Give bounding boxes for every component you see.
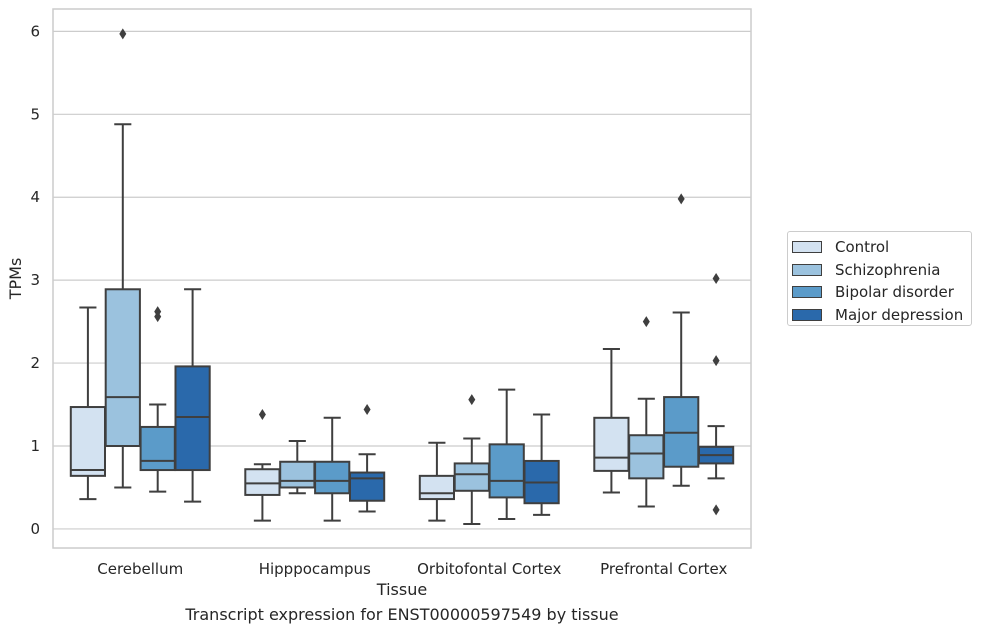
outlier-point — [119, 28, 127, 40]
x-tick-label: Prefrontal Cortex — [600, 560, 727, 578]
y-tick-label: 5 — [30, 105, 40, 123]
x-tick-label: Orbitofontal Cortex — [417, 560, 561, 578]
x-tick-label: Cerebellum — [97, 560, 183, 578]
chart-caption: Transcript expression for ENST0000059754… — [185, 605, 619, 624]
legend-item: Bipolar disorder — [792, 281, 971, 304]
y-tick-label: 3 — [30, 271, 40, 289]
legend-item: Control — [792, 236, 971, 259]
box-schizophrenia — [279, 460, 316, 489]
legend-swatch — [792, 263, 822, 276]
plot-frame — [52, 8, 752, 549]
box-bipolar-disorder — [488, 443, 525, 499]
box-control — [69, 406, 107, 477]
legend-item: Major depression — [792, 304, 971, 327]
x-axis-label: Tissue — [376, 580, 427, 599]
box-control — [593, 416, 630, 472]
legend-swatch — [792, 308, 822, 321]
outlier-point — [258, 408, 266, 420]
legend-label: Control — [835, 238, 890, 257]
box-schizophrenia — [628, 434, 665, 480]
outlier-point — [677, 193, 685, 205]
legend-label: Schizophrenia — [835, 260, 941, 279]
outlier-point — [712, 504, 720, 516]
outlier-point — [712, 273, 720, 284]
legend-item: Schizophrenia — [792, 259, 971, 282]
y-axis-label: TPMs — [6, 258, 25, 301]
box-major-depression — [174, 365, 211, 472]
outlier-point — [468, 394, 476, 406]
box-control — [244, 468, 281, 496]
x-tick-label: Hipppocampus — [259, 560, 371, 578]
outlier-point — [363, 404, 371, 416]
box-bipolar-disorder — [139, 425, 176, 472]
y-tick-label: 4 — [30, 188, 40, 206]
box-control — [418, 474, 456, 501]
legend-swatch — [792, 241, 822, 254]
legend-label: Major depression — [835, 305, 964, 324]
outlier-point — [154, 306, 162, 318]
y-tick-label: 0 — [30, 520, 40, 538]
box-schizophrenia — [104, 288, 141, 448]
legend: Control Schizophrenia Bipolar disorder Majo… — [787, 231, 972, 326]
outlier-point — [642, 316, 650, 328]
y-tick-label: 1 — [30, 437, 40, 455]
outlier-point — [712, 355, 720, 367]
y-tick-label: 2 — [30, 354, 40, 372]
legend-label: Bipolar disorder — [835, 283, 954, 302]
box-major-depression — [348, 471, 386, 502]
box-schizophrenia — [453, 462, 490, 492]
legend-swatch — [792, 286, 822, 299]
y-tick-label: 6 — [30, 22, 40, 40]
box-bipolar-disorder — [314, 460, 351, 495]
